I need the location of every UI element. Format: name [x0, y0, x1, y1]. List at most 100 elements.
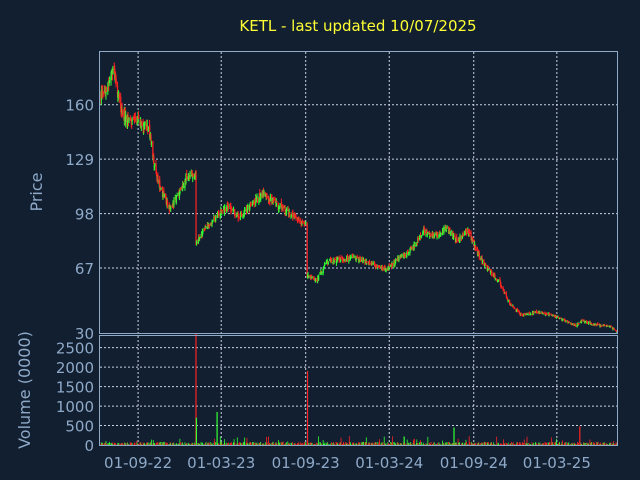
candle	[379, 265, 381, 269]
volume-axis-label: Volume (0000)	[15, 331, 34, 449]
candle	[337, 256, 339, 260]
candle	[488, 268, 490, 271]
candle	[420, 234, 423, 239]
candle	[250, 201, 252, 206]
candle	[266, 193, 268, 200]
candle	[398, 254, 400, 263]
candle	[318, 274, 320, 281]
candle	[346, 254, 349, 263]
candle	[253, 198, 255, 208]
candle	[125, 110, 127, 128]
candle	[366, 260, 368, 264]
candle	[221, 209, 223, 214]
candle	[356, 254, 358, 259]
price-tick-label: 98	[75, 206, 94, 224]
candle	[395, 257, 397, 264]
price-y-ticks: 30 67 98 129 160	[65, 97, 94, 343]
candle	[285, 207, 288, 216]
volume-tick-label: 2000	[56, 359, 94, 377]
candle	[388, 262, 390, 267]
candle	[517, 308, 519, 313]
candle	[256, 197, 259, 203]
candle	[604, 324, 606, 327]
x-tick-label: 01-09-24	[440, 454, 508, 472]
candle	[160, 187, 162, 190]
candle	[507, 299, 509, 303]
candle	[610, 324, 612, 328]
candle	[301, 219, 304, 224]
candle	[195, 240, 198, 246]
candle	[199, 236, 201, 241]
price-candles	[99, 62, 618, 334]
candle	[305, 221, 307, 225]
candle	[350, 254, 352, 259]
price-tick-label: 160	[65, 97, 94, 115]
candle	[369, 262, 371, 266]
candle	[427, 231, 429, 235]
candle	[224, 206, 227, 213]
candle	[147, 126, 149, 132]
candle	[391, 262, 394, 267]
candle	[491, 272, 493, 277]
candle	[417, 236, 419, 243]
candle	[273, 196, 275, 204]
candle	[334, 257, 336, 261]
candle	[469, 228, 471, 237]
candle	[202, 228, 204, 235]
candle	[591, 324, 593, 326]
volume-tick-label: 500	[65, 418, 94, 436]
candle	[115, 74, 117, 88]
candle	[192, 173, 194, 178]
candle	[578, 323, 580, 325]
candle	[189, 170, 191, 179]
price-axis-label: Price	[27, 172, 46, 211]
candle	[166, 199, 169, 209]
volume-tick-label: 1000	[56, 398, 94, 416]
candle	[218, 210, 220, 218]
candle	[481, 259, 484, 264]
candle	[237, 210, 239, 222]
price-grid	[100, 52, 617, 333]
candle	[176, 192, 178, 197]
candle	[588, 321, 590, 325]
x-tick-label: 01-03-25	[523, 454, 591, 472]
candle	[306, 222, 308, 278]
candle	[341, 256, 344, 263]
candle	[411, 246, 413, 251]
candle	[514, 307, 516, 310]
candle	[401, 253, 403, 258]
candle	[597, 324, 599, 326]
candle	[234, 210, 236, 219]
price-panel-frame	[99, 51, 618, 334]
candle	[436, 232, 439, 238]
candle	[562, 318, 564, 322]
candle	[333, 259, 335, 264]
candle	[568, 321, 570, 324]
candle	[390, 264, 392, 268]
candle	[330, 257, 333, 263]
candle	[240, 210, 243, 217]
candle	[575, 325, 577, 327]
x-ticks: 01-09-22 01-03-23 01-09-23 01-03-24 01-09-24…	[104, 454, 591, 472]
candle	[183, 182, 185, 189]
volume-tick-label: 1500	[56, 379, 94, 397]
candle	[295, 214, 297, 221]
candle	[247, 203, 249, 210]
candle	[363, 257, 365, 262]
candle	[292, 209, 294, 221]
candle	[462, 231, 464, 237]
x-tick-label: 01-03-24	[355, 454, 423, 472]
candle	[382, 266, 384, 272]
candle	[594, 322, 596, 326]
x-tick-label: 01-09-23	[272, 454, 340, 472]
candle	[613, 327, 615, 331]
volume-bars	[99, 334, 618, 445]
candle	[607, 325, 609, 327]
price-tick-label: 30	[75, 325, 94, 343]
candle	[170, 205, 172, 212]
candle	[321, 271, 323, 276]
candle	[408, 251, 410, 256]
candle	[552, 314, 554, 317]
